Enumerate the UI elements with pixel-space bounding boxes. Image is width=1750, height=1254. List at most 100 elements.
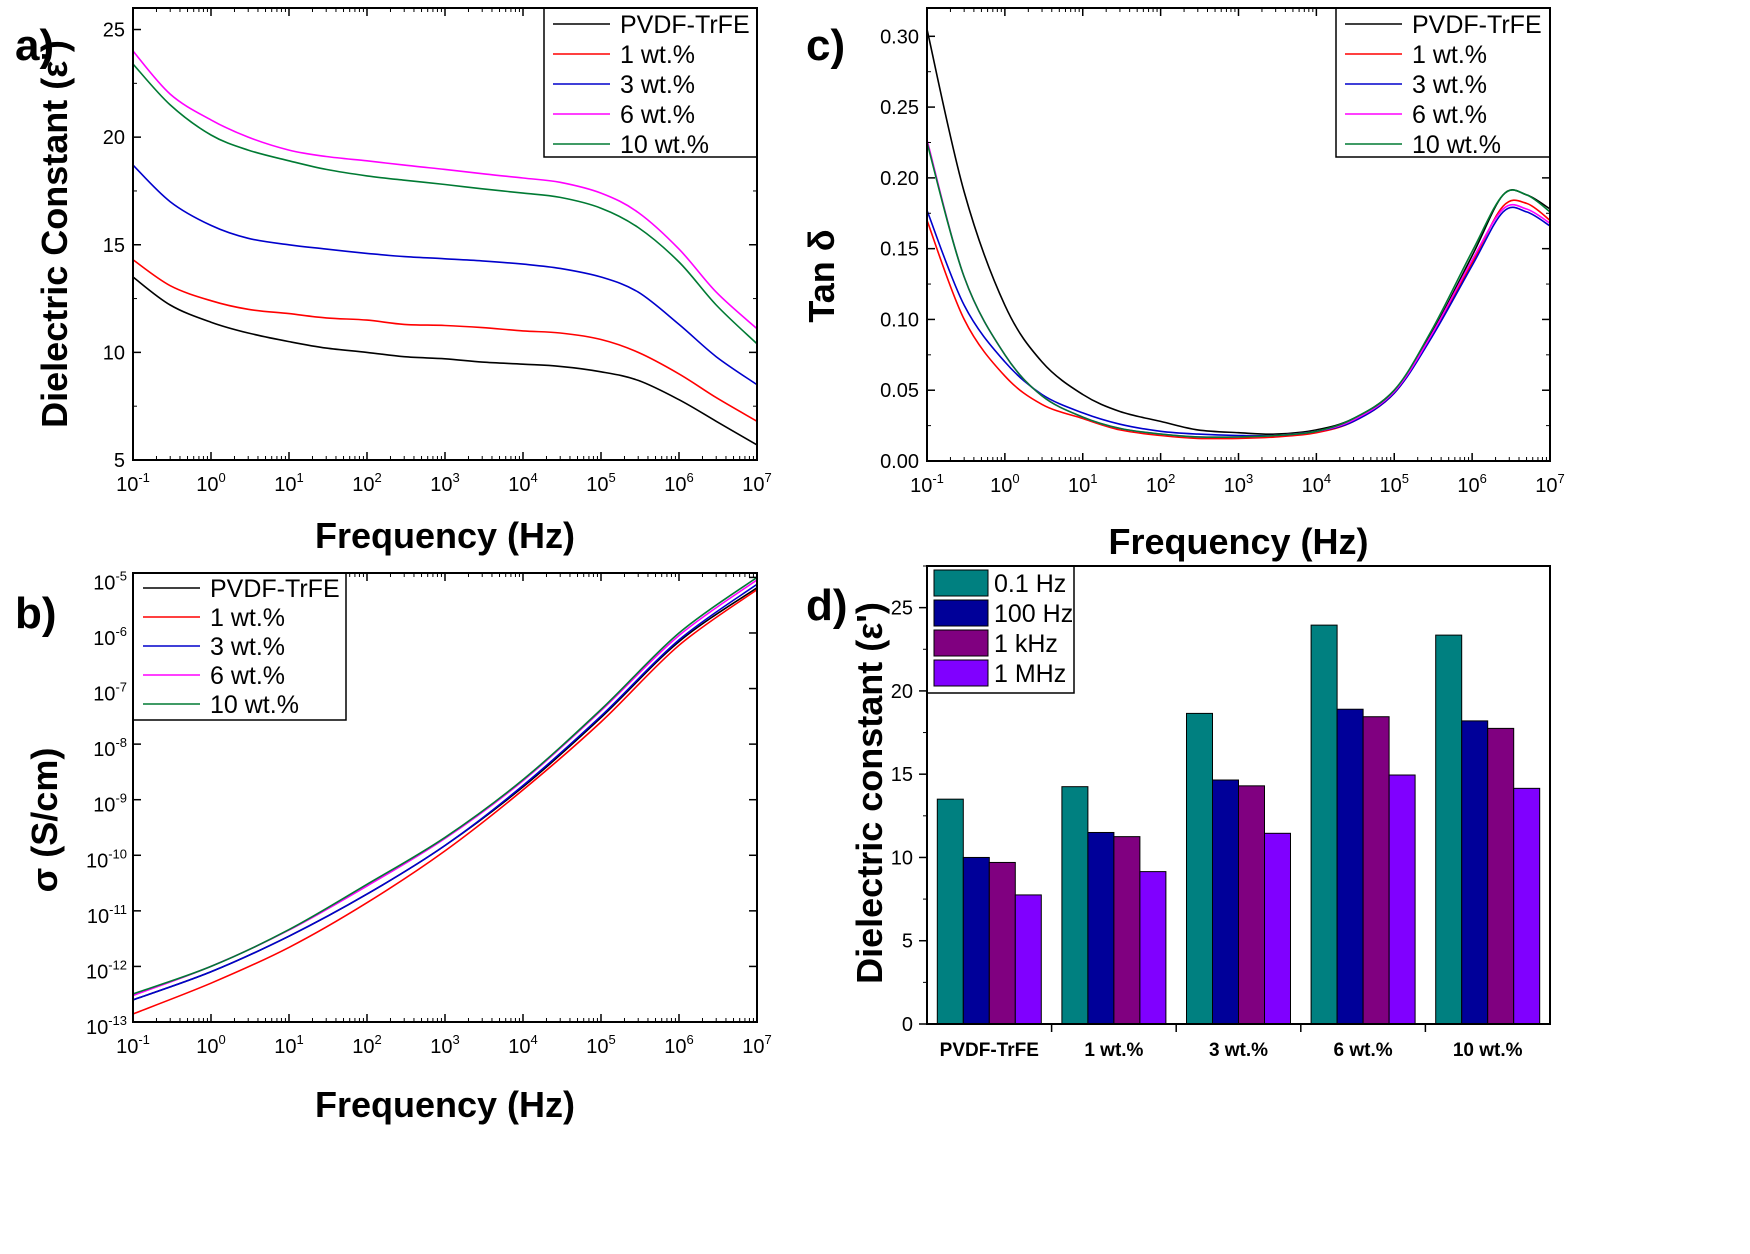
y-tick-label: 10-8 bbox=[93, 735, 127, 761]
legend-label-1: 1 wt.% bbox=[620, 41, 695, 69]
plot-frame bbox=[132, 7, 758, 461]
series-line-2 bbox=[927, 206, 1550, 437]
y-tick-label: 0.15 bbox=[880, 239, 919, 261]
panel-letter: a) bbox=[15, 21, 54, 70]
bar-1-3 bbox=[1336, 708, 1364, 1025]
x-axis-title: Frequency (Hz) bbox=[315, 1084, 575, 1125]
legend-box bbox=[543, 7, 758, 158]
x-tick-label: 102 bbox=[352, 1032, 381, 1058]
series-line-1 bbox=[133, 259, 757, 422]
y-tick-label: 20 bbox=[891, 681, 913, 703]
legend-label-1: 1 wt.% bbox=[210, 604, 285, 632]
bar-2-1 bbox=[1113, 836, 1141, 1025]
x-axis-title: Frequency (Hz) bbox=[1108, 521, 1368, 562]
y-tick-label: 10-6 bbox=[93, 624, 127, 650]
legend-label-4: 10 wt.% bbox=[1412, 131, 1501, 159]
x-tick-label: 107 bbox=[1535, 471, 1564, 497]
x-tick-label: 101 bbox=[274, 470, 303, 496]
y-tick-label: 10-9 bbox=[93, 791, 127, 817]
legend-label-4: 10 wt.% bbox=[620, 131, 709, 159]
y-tick-label: 10-7 bbox=[93, 680, 127, 706]
plot-frame bbox=[926, 565, 1551, 1025]
x-tick-label: 100 bbox=[196, 470, 225, 496]
bar-3-4 bbox=[1513, 787, 1541, 1025]
legend-label-2: 3 wt.% bbox=[620, 71, 695, 99]
bar-1-0 bbox=[962, 856, 990, 1025]
x-tick-label: 107 bbox=[742, 1032, 771, 1058]
series-lines bbox=[133, 576, 757, 1015]
panel-letter: c) bbox=[806, 21, 845, 70]
x-tick-label: 106 bbox=[664, 470, 693, 496]
y-axis: 0 5 10 15 20 25 bbox=[891, 565, 927, 1036]
legend-label-0: PVDF-TrFE bbox=[210, 575, 340, 603]
x-tick-label: 103 bbox=[430, 1032, 459, 1058]
bar-2-3 bbox=[1362, 716, 1390, 1025]
y-tick-label: 5 bbox=[114, 450, 125, 472]
x-tick-label: 106 bbox=[664, 1032, 693, 1058]
x-tick-label: 10-1 bbox=[116, 1032, 150, 1058]
legend-label-2: 3 wt.% bbox=[1412, 71, 1487, 99]
y-tick-label: 0 bbox=[902, 1014, 913, 1036]
series-line-0 bbox=[927, 29, 1550, 436]
legend-label-4: 10 wt.% bbox=[210, 691, 299, 719]
legend-swatch-0 bbox=[933, 569, 989, 597]
legend-swatch-3 bbox=[933, 659, 989, 687]
y-tick-label: 15 bbox=[103, 235, 125, 257]
legend-label-3: 1 MHz bbox=[994, 660, 1066, 688]
y-tick-label: 10-12 bbox=[86, 957, 127, 983]
series-line-2 bbox=[133, 164, 757, 386]
y-axis-title: Dielectric constant (ε') bbox=[849, 602, 890, 984]
x-axis: 10-1 100 101 102 103 104 105 106 107 bbox=[910, 8, 1565, 497]
y-tick-label: 10-10 bbox=[86, 846, 127, 872]
legend-box bbox=[1335, 7, 1551, 158]
bar-0-0 bbox=[936, 798, 964, 1025]
y-axis-title: σ (S/cm) bbox=[24, 748, 65, 893]
y-tick-label: 25 bbox=[891, 598, 913, 620]
bar-0-3 bbox=[1310, 624, 1338, 1025]
legend-swatch-2 bbox=[933, 629, 989, 657]
bar-3-3 bbox=[1388, 774, 1416, 1025]
y-tick-label: 0.30 bbox=[880, 26, 919, 48]
x-tick-label: 107 bbox=[742, 470, 771, 496]
x-tick-label: 101 bbox=[274, 1032, 303, 1058]
y-axis: 0.00 0.05 0.10 0.15 0.20 0.25 0.30 bbox=[880, 26, 1550, 473]
x-tick-label: 105 bbox=[586, 1032, 615, 1058]
bar-0-2 bbox=[1186, 712, 1213, 1025]
panel-a: a) 10-1 100 101 102 103 104 105 106 107 5 10 15 20 25 F… bbox=[15, 7, 772, 556]
x-category-label: 1 wt.% bbox=[1084, 1040, 1143, 1061]
bar-1-1 bbox=[1087, 831, 1115, 1025]
bar-3-2 bbox=[1264, 832, 1291, 1025]
series-line-0 bbox=[133, 276, 757, 446]
y-tick-label: 0.00 bbox=[880, 451, 919, 473]
x-axis-title: Frequency (Hz) bbox=[315, 515, 575, 556]
legend-label-2: 3 wt.% bbox=[210, 633, 285, 661]
y-tick-label: 10-5 bbox=[93, 568, 127, 594]
x-category-label: PVDF-TrFE bbox=[940, 1040, 1039, 1061]
legend-label-1: 1 wt.% bbox=[1412, 41, 1487, 69]
legend-label-0: PVDF-TrFE bbox=[620, 11, 750, 39]
series-line-2 bbox=[133, 583, 757, 1001]
y-axis-title: Dielectric Constant (ε') bbox=[34, 40, 75, 428]
x-tick-label: 105 bbox=[586, 470, 615, 496]
x-tick-label: 10-1 bbox=[116, 470, 150, 496]
legend-label-1: 100 Hz bbox=[994, 600, 1073, 628]
legend-label-3: 6 wt.% bbox=[620, 101, 695, 129]
x-category-label: 6 wt.% bbox=[1334, 1040, 1393, 1061]
x-tick-label: 104 bbox=[508, 1032, 537, 1058]
plot-frame bbox=[926, 7, 1551, 462]
panel-d: d) PVDF-TrFE 1 wt.% 3 wt.% 6 wt.% 10 wt.% 0 5 10… bbox=[806, 565, 1551, 1061]
series-lines bbox=[133, 50, 757, 446]
x-tick-label: 105 bbox=[1380, 471, 1409, 497]
y-tick-label: 20 bbox=[103, 127, 125, 149]
y-tick-label: 10-11 bbox=[87, 902, 127, 928]
y-tick-label: 0.10 bbox=[880, 309, 919, 331]
series-line-4 bbox=[133, 63, 757, 345]
legend-label-2: 1 kHz bbox=[994, 630, 1058, 658]
series-line-4 bbox=[927, 142, 1550, 438]
x-tick-label: 102 bbox=[1146, 471, 1175, 497]
bar-1-4 bbox=[1461, 720, 1489, 1025]
series-lines bbox=[927, 29, 1550, 440]
panel-b: b) 10-1 100 101 102 103 104 105 106 107 10-13 10-12… bbox=[15, 568, 772, 1125]
